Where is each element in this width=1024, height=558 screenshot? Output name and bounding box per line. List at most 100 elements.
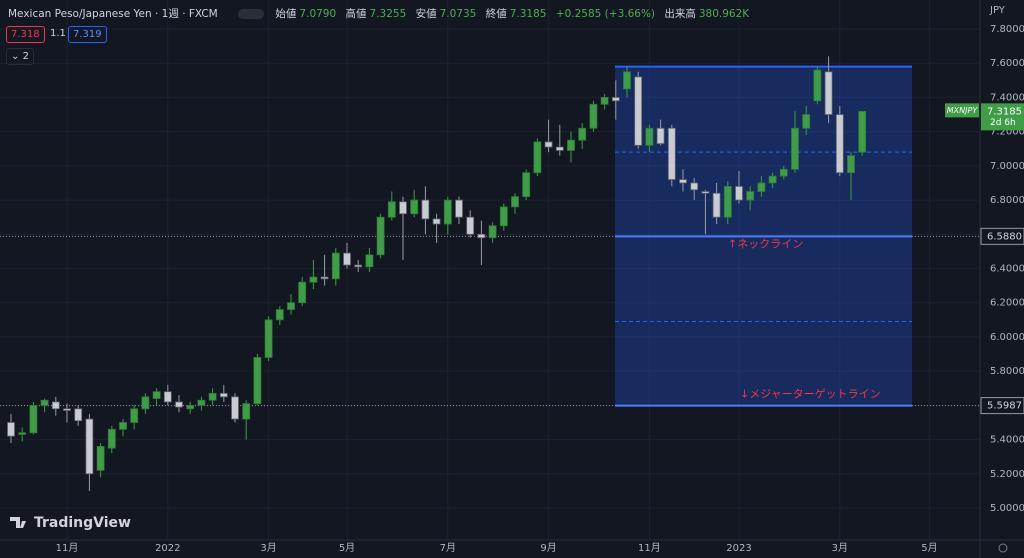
- candle-body: [197, 399, 206, 406]
- candle-body: [309, 276, 318, 283]
- symbol: Mexican Peso/Japanese Yen · 1週 · FXCM: [8, 8, 218, 20]
- candle-body: [802, 114, 811, 129]
- spread: 1.1: [50, 28, 66, 39]
- y-tick-label: 5.2000: [990, 469, 1024, 480]
- y-tick-label: 6.0000: [990, 332, 1024, 343]
- candle-body: [511, 196, 519, 208]
- candle-body: [119, 422, 127, 430]
- volume: 380.962K: [698, 8, 750, 20]
- brand: TradingView: [34, 515, 131, 531]
- header: Mexican Peso/Japanese Yen · 1週 · FXCM 始値…: [8, 6, 755, 21]
- candle-body: [555, 146, 564, 151]
- candle-body: [466, 216, 475, 235]
- low: 7.0735: [439, 8, 477, 20]
- y-tick-label: 7.0000: [990, 161, 1024, 172]
- low-label: 安値: [415, 8, 437, 20]
- settings-icon[interactable]: [998, 543, 1008, 553]
- y-tick-label: 5.8000: [990, 366, 1024, 377]
- candle-body: [51, 401, 60, 410]
- candle-body: [410, 199, 419, 215]
- price-tag: [980, 397, 1024, 415]
- candle-body: [40, 399, 49, 406]
- y-tick-label: 6.2000: [990, 298, 1024, 309]
- candle-body: [354, 264, 363, 268]
- price-tag-label: 5.5987: [987, 401, 1022, 412]
- x-tick-label: 2022: [155, 543, 180, 554]
- candle-body: [275, 309, 284, 321]
- candle-body: [578, 127, 587, 141]
- candle-body: [679, 179, 687, 184]
- candle-body: [824, 71, 833, 115]
- candle-body: [847, 155, 855, 174]
- candle-body: [365, 254, 374, 268]
- candle-body: [141, 396, 150, 410]
- candle-body: [488, 225, 497, 239]
- buy-button[interactable]: 7.319: [68, 26, 107, 43]
- x-tick-label: 2023: [726, 543, 751, 554]
- candle-body: [320, 276, 329, 280]
- candle-body: [96, 446, 105, 471]
- candle-body: [701, 191, 710, 194]
- x-tick-label: 9月: [540, 542, 556, 554]
- candle-body: [735, 185, 743, 201]
- candle-body: [589, 103, 598, 129]
- y-tick-label: 7.4000: [990, 92, 1024, 103]
- symbol-label: MXNJPY: [947, 106, 979, 115]
- candle-body: [152, 391, 161, 399]
- symbol-tag: [945, 103, 979, 118]
- x-tick-label: 11月: [638, 542, 661, 554]
- y-tick-label: 6.4000: [990, 264, 1024, 275]
- candle-body: [567, 139, 575, 151]
- logo: TradingView: [10, 515, 131, 531]
- candle-body: [746, 191, 755, 201]
- candle-body: [18, 432, 27, 435]
- candle-body: [7, 422, 15, 437]
- y-tick-label: 7.6000: [990, 58, 1024, 69]
- last-price-tag: [981, 103, 1024, 131]
- candle-body: [712, 192, 721, 218]
- candle-body: [544, 141, 553, 148]
- level-annotation: ↓メジャーターゲットライン: [740, 388, 881, 401]
- candle-body: [208, 392, 217, 401]
- y-tick-label: 5.0000: [990, 503, 1024, 514]
- candle-body: [791, 127, 799, 170]
- high-label: 高値: [345, 8, 367, 20]
- indicator-count: 2: [22, 51, 29, 62]
- candle-body: [600, 97, 609, 105]
- status[interactable]: [238, 9, 265, 19]
- close-label: 終値: [485, 8, 507, 20]
- candle-body: [623, 71, 631, 90]
- last-price: 7.3185: [987, 106, 1022, 117]
- y-tick-label: 5.4000: [990, 435, 1024, 446]
- candle-body: [723, 185, 732, 218]
- x-tick-label: 7月: [440, 542, 456, 554]
- open-label: 始値: [275, 8, 297, 20]
- candle-body: [813, 69, 822, 102]
- candle-body: [343, 252, 351, 266]
- candle-body: [85, 418, 94, 475]
- candle-body: [63, 408, 71, 411]
- indicator-toggle[interactable]: ⌄ 2: [6, 48, 34, 65]
- currency: JPY: [989, 5, 1006, 16]
- y-tick-label: 7.8000: [990, 24, 1024, 35]
- price-tag-label: 6.5880: [987, 231, 1022, 242]
- x-tick-label: 5月: [921, 542, 937, 554]
- candle-body: [219, 392, 228, 398]
- x-tick-label: 5月: [339, 542, 355, 554]
- candle-body: [768, 175, 777, 184]
- candle-body: [376, 216, 385, 256]
- volume-label: 出来高: [664, 8, 696, 20]
- x-tick-label: 11月: [56, 542, 79, 554]
- candle-body: [242, 403, 251, 420]
- candle-body: [29, 404, 38, 434]
- candle-body: [74, 408, 83, 422]
- sell-button[interactable]: 7.318: [6, 26, 45, 43]
- high: 7.3255: [369, 8, 407, 20]
- price-tag: [980, 227, 1024, 245]
- candle-body: [690, 182, 699, 191]
- candle-body: [399, 201, 407, 215]
- candle-body: [287, 302, 295, 310]
